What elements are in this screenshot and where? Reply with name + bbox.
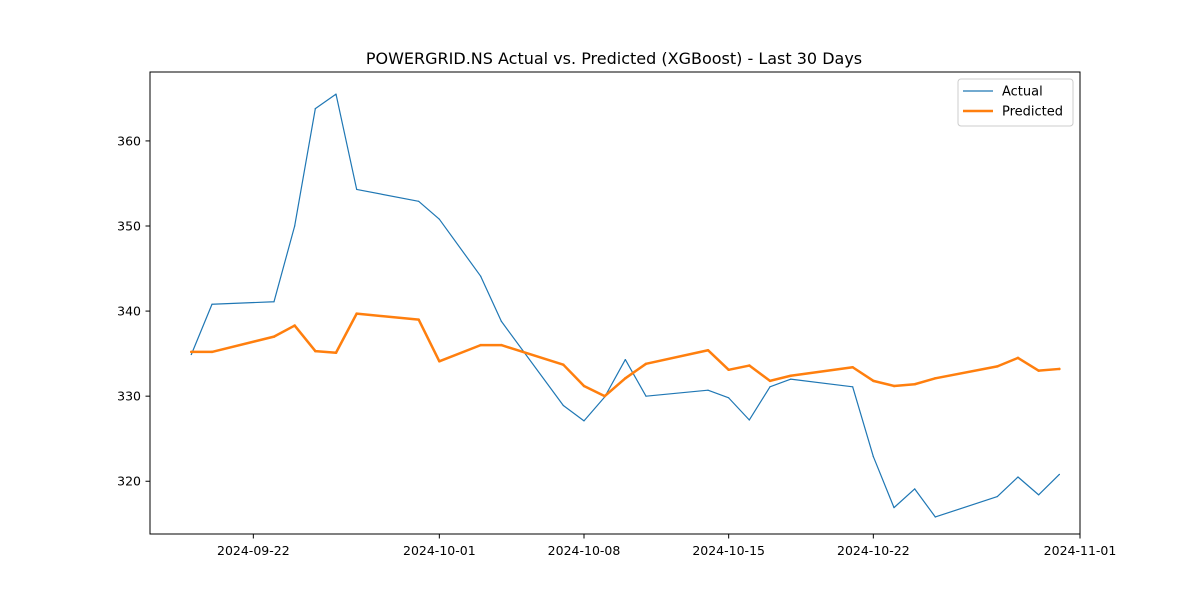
data-point-predicted xyxy=(1016,356,1020,360)
data-point-predicted xyxy=(768,379,772,383)
data-point-predicted xyxy=(272,335,276,338)
data-point-predicted xyxy=(417,318,420,321)
data-point-actual xyxy=(562,404,564,407)
data-point-predicted xyxy=(603,394,606,398)
data-point-predicted xyxy=(479,343,482,347)
x-tick-label: 2024-10-15 xyxy=(692,543,765,558)
data-point-actual xyxy=(1017,476,1019,478)
data-point-actual xyxy=(996,495,998,498)
data-point-actual xyxy=(418,200,420,202)
series-layer xyxy=(190,93,1061,518)
data-point-actual xyxy=(314,107,316,110)
data-point-predicted xyxy=(624,377,627,380)
data-point-predicted xyxy=(293,324,296,327)
data-point-actual xyxy=(335,93,337,95)
y-axis: 320 330 340 350 360 xyxy=(117,133,150,489)
data-point-predicted xyxy=(892,384,896,388)
data-point-predicted xyxy=(1037,369,1040,372)
data-point-actual xyxy=(480,275,482,277)
chart-title: POWERGRID.NS Actual vs. Predicted (XGBoo… xyxy=(366,49,862,68)
data-point-predicted xyxy=(644,362,648,366)
data-point-actual xyxy=(728,397,730,399)
data-point-predicted xyxy=(355,312,358,315)
data-point-actual xyxy=(273,301,275,303)
data-point-predicted xyxy=(582,384,586,388)
data-point-actual xyxy=(438,218,440,220)
data-point-predicted xyxy=(913,383,916,386)
data-point-predicted xyxy=(934,377,937,380)
data-point-predicted xyxy=(562,363,565,366)
data-point-actual xyxy=(748,419,750,421)
x-tick-label: 2024-10-01 xyxy=(403,543,476,558)
data-point-actual xyxy=(1058,473,1060,476)
data-point-predicted xyxy=(727,368,730,372)
data-point-predicted xyxy=(438,360,441,363)
x-tick-label: 2024-10-22 xyxy=(837,543,910,558)
legend-label-actual: Actual xyxy=(1002,85,1043,100)
data-point-predicted xyxy=(314,349,317,353)
x-tick-label: 2024-10-08 xyxy=(548,543,621,558)
data-point-actual xyxy=(583,420,585,422)
data-point-predicted xyxy=(500,343,503,347)
data-point-actual xyxy=(893,507,895,509)
data-point-predicted xyxy=(789,374,792,377)
data-point-actual xyxy=(934,516,936,518)
y-tick-label: 330 xyxy=(117,389,141,404)
data-point-predicted xyxy=(748,364,751,367)
data-point-actual xyxy=(1038,494,1040,496)
data-point-predicted xyxy=(190,350,193,354)
data-point-predicted xyxy=(334,351,338,355)
data-point-predicted xyxy=(996,365,999,368)
data-point-predicted xyxy=(1058,367,1061,371)
legend: Actual Predicted xyxy=(957,78,1074,127)
data-point-actual xyxy=(294,225,296,227)
plot-area xyxy=(149,71,1081,535)
x-axis: 2024-09-22 2024-10-01 2024-10-08 2024-10-15… xyxy=(217,534,1116,558)
data-point-actual xyxy=(872,455,874,458)
data-point-predicted xyxy=(872,379,875,383)
data-point-actual xyxy=(211,303,213,305)
data-point-actual xyxy=(914,488,916,490)
data-point-predicted xyxy=(851,365,854,369)
data-point-predicted xyxy=(706,348,710,352)
data-point-actual xyxy=(190,353,192,356)
y-tick-label: 320 xyxy=(117,474,141,489)
data-point-actual xyxy=(790,378,792,380)
data-point-actual xyxy=(645,395,647,397)
data-point-actual xyxy=(624,358,626,361)
y-tick-label: 340 xyxy=(117,304,141,319)
data-point-predicted xyxy=(210,350,214,354)
x-tick-label: 2024-09-22 xyxy=(217,543,290,558)
data-point-actual xyxy=(852,386,854,388)
data-point-actual xyxy=(500,320,502,322)
series-line-predicted xyxy=(190,312,1061,398)
data-point-actual xyxy=(769,386,771,388)
x-tick-label: 2024-11-01 xyxy=(1044,543,1117,558)
y-tick-label: 350 xyxy=(117,219,141,234)
data-point-actual xyxy=(356,188,358,191)
data-point-actual xyxy=(707,389,709,391)
series-line-actual xyxy=(190,93,1060,518)
legend-label-predicted: Predicted xyxy=(1002,105,1063,120)
y-tick-label: 360 xyxy=(117,133,141,148)
